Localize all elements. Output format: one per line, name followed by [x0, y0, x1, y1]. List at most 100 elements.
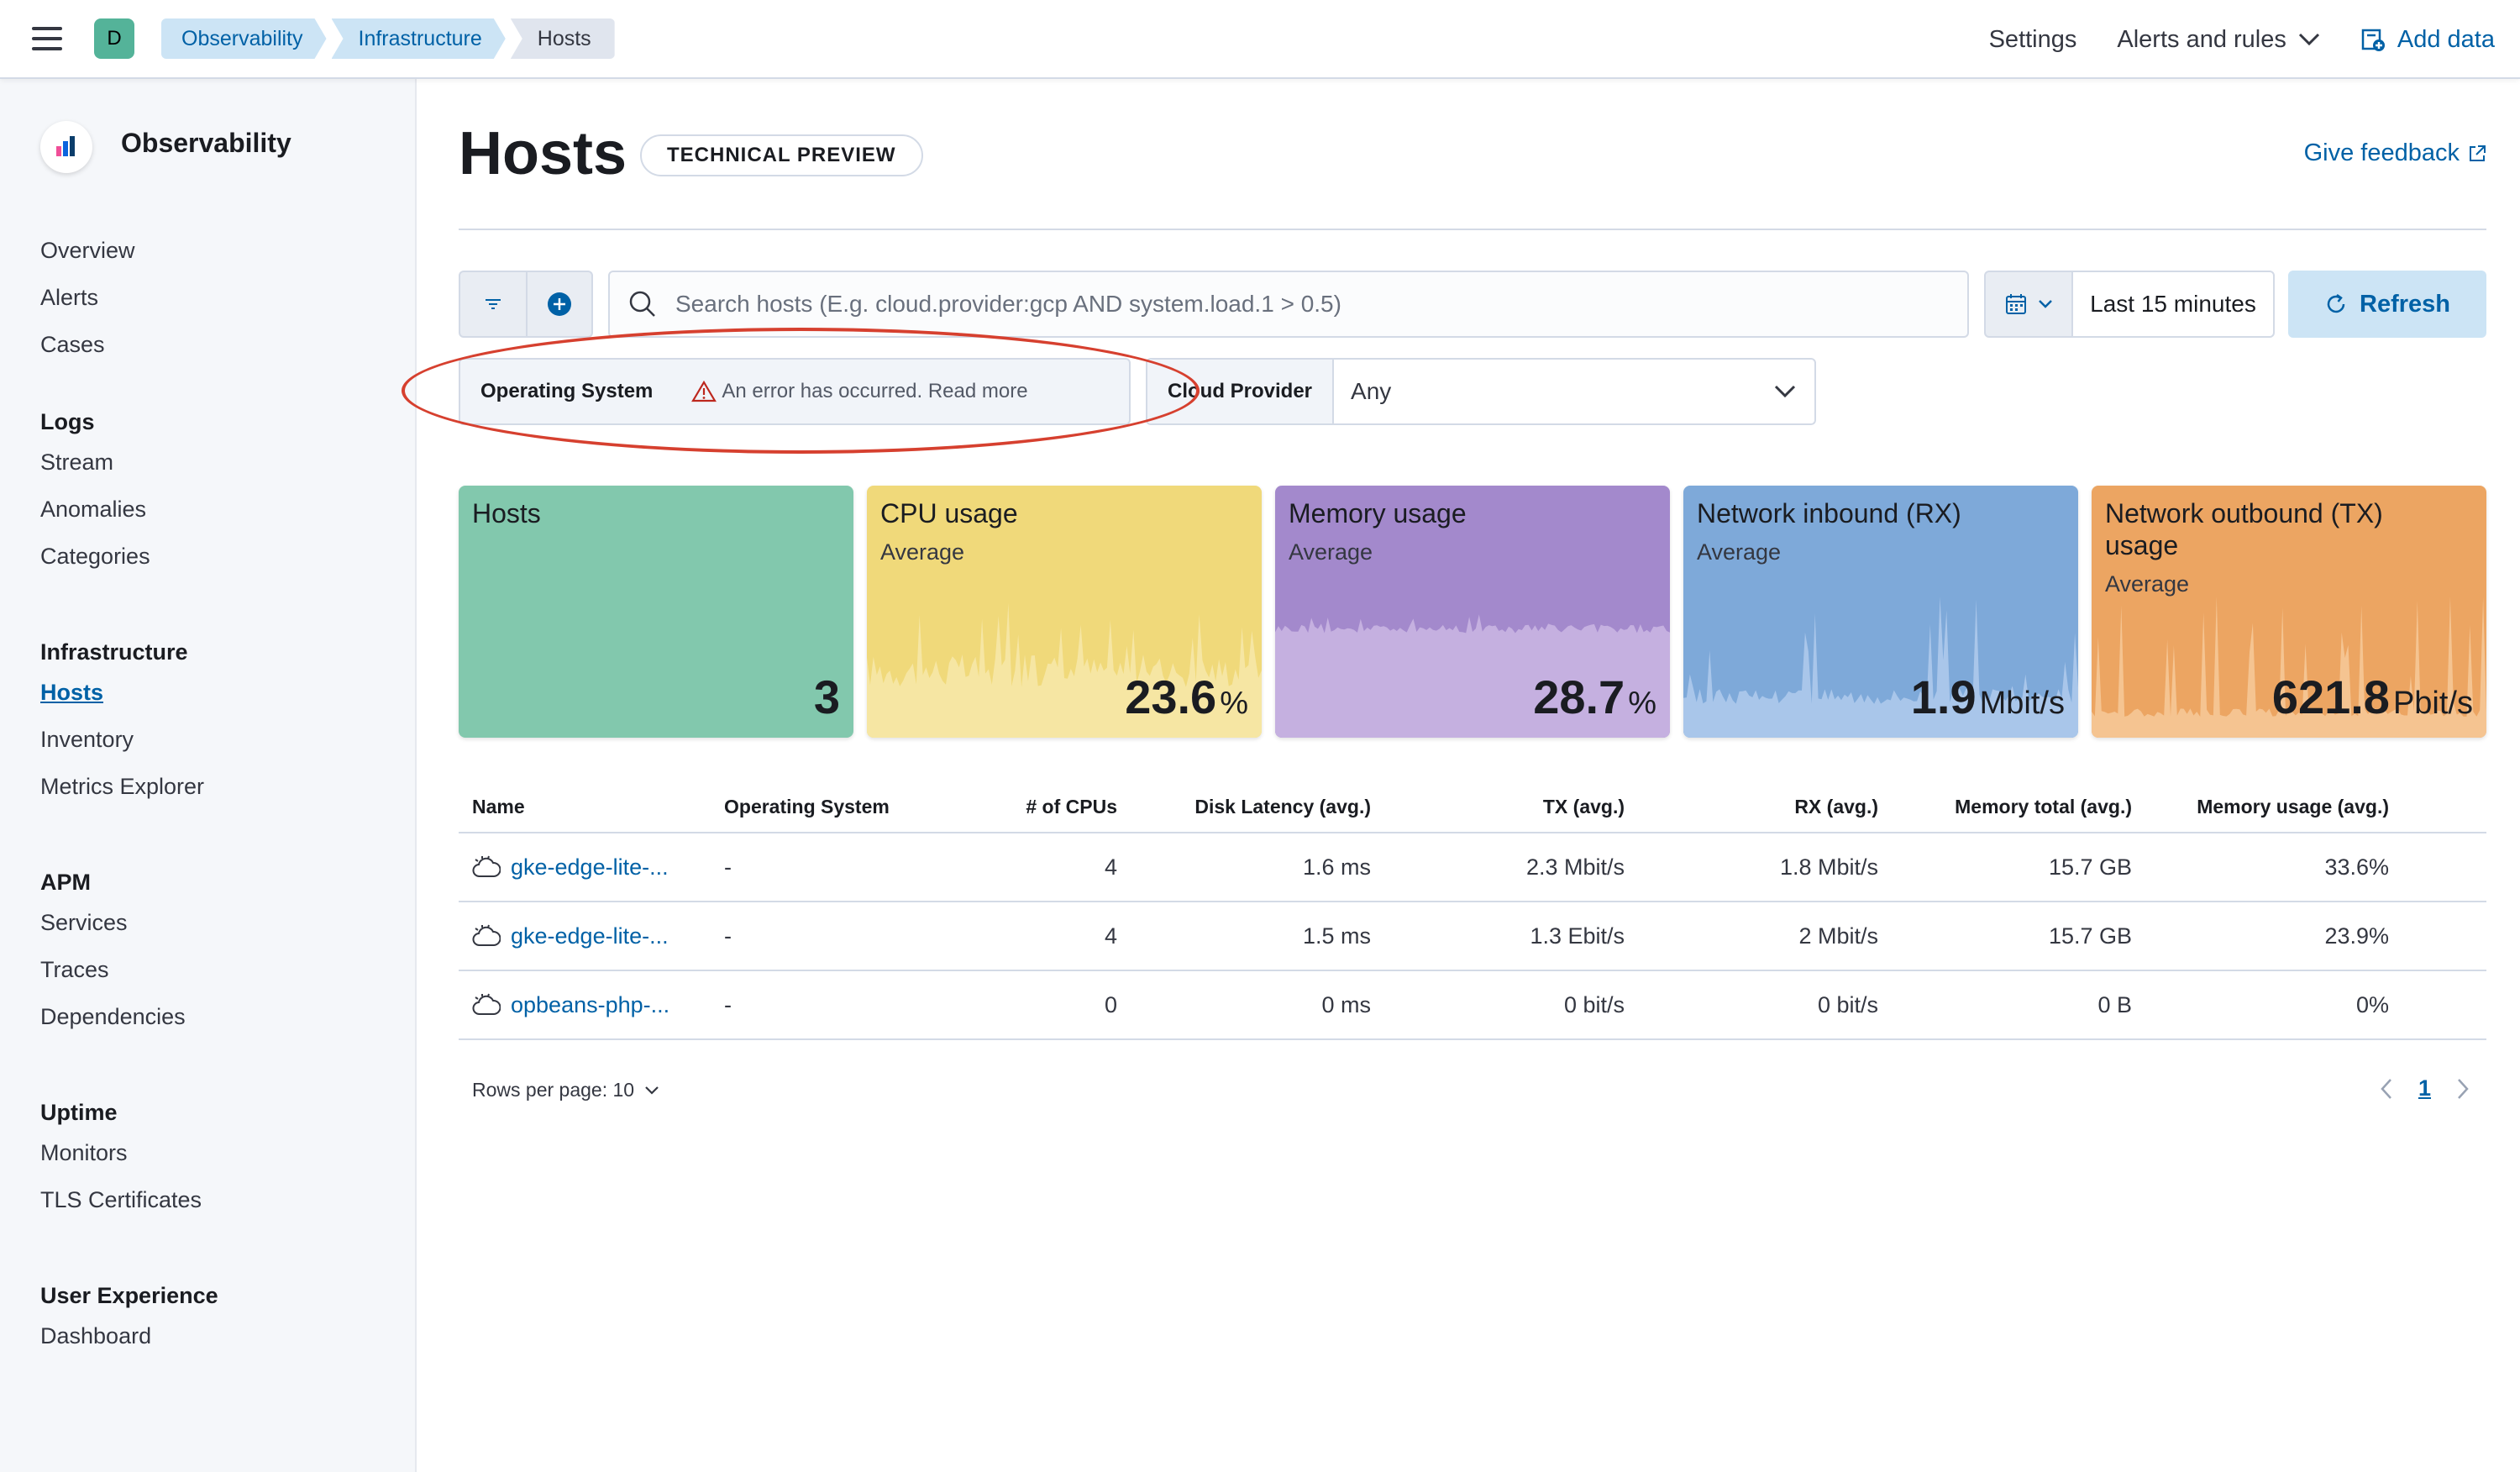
query-actions [459, 271, 593, 338]
breadcrumb-infrastructure[interactable]: Infrastructure [332, 18, 506, 59]
kpi-number: 621.8 [2271, 670, 2390, 723]
operating-system-control[interactable]: Operating System An error has occurred. … [459, 358, 1131, 425]
column-cpus[interactable]: # of CPUs [1026, 795, 1117, 817]
sidebar-group-logs: Logs Stream Anomalies Categories [40, 405, 150, 580]
chevron-left-icon[interactable] [2380, 1078, 2393, 1100]
kpi-network-inbound: Network inbound (RX) Average 1.9 Mbit/s [1683, 486, 2078, 738]
add-data-icon [2361, 29, 2385, 51]
table-header: Name Operating System # of CPUs Disk Lat… [459, 781, 2486, 833]
sidebar-item-alerts[interactable]: Alerts [40, 285, 99, 310]
refresh-button[interactable]: Refresh [2288, 271, 2486, 338]
sidebar-item-dashboard[interactable]: Dashboard [40, 1323, 152, 1348]
observability-logo-icon [40, 121, 92, 173]
column-operating-system[interactable]: Operating System [724, 795, 890, 817]
title-divider [459, 229, 2486, 230]
operating-system-label: Operating System [480, 380, 654, 402]
add-filter-button[interactable] [526, 272, 591, 336]
cpu-sparkline [867, 602, 1262, 738]
rows-per-page-label: Rows per page: 10 [472, 1079, 635, 1101]
kpi-value: 621.8 Pbit/s [2272, 670, 2473, 724]
sidebar-item-tls-certificates[interactable]: TLS Certificates [40, 1187, 202, 1212]
sidebar-item-hosts[interactable]: Hosts [40, 680, 104, 705]
menu-icon[interactable] [32, 27, 62, 52]
column-tx[interactable]: TX (avg.) [1542, 795, 1625, 817]
table-row: gke-edge-lite-... - 4 1.6 ms 2.3 Mbit/s … [459, 833, 2486, 902]
table-cell: 0% [2355, 991, 2389, 1017]
host-link[interactable]: gke-edge-lite-... [511, 854, 669, 880]
kpi-unit: % [1628, 686, 1656, 721]
rows-per-page-selector[interactable]: Rows per page: 10 [472, 1079, 659, 1101]
filter-menu-button[interactable] [460, 272, 526, 336]
search-box [608, 271, 1969, 338]
warning-icon [691, 380, 717, 402]
column-disk-latency[interactable]: Disk Latency (avg.) [1194, 795, 1371, 817]
kpi-subtitle: Average [2105, 571, 2190, 597]
table-cell: 33.6% [2324, 854, 2389, 880]
table-cell: 4 [1104, 923, 1117, 949]
kpi-title: Network outbound (TX) usage [2105, 498, 2383, 560]
cloud-icon [472, 924, 501, 946]
date-picker-button[interactable] [1984, 271, 2073, 338]
give-feedback-link[interactable]: Give feedback [2304, 139, 2486, 167]
sidebar-group-user-experience: User Experience Dashboard [40, 1279, 218, 1359]
header-actions: Settings Alerts and rules Add data [1989, 0, 2495, 79]
table-cell: 15.7 GB [2048, 854, 2132, 880]
kpi-unit: Pbit/s [2392, 686, 2473, 721]
sidebar-item-cases[interactable]: Cases [40, 332, 105, 357]
kpi-title: CPU usage [880, 498, 1018, 528]
sidebar-item-categories[interactable]: Categories [40, 544, 150, 569]
sidebar-group-apm: APM Services Traces Dependencies [40, 865, 186, 1040]
page-number[interactable]: 1 [2418, 1075, 2431, 1101]
pagination: 1 [2380, 1075, 2470, 1101]
table-cell: 1.5 ms [1302, 923, 1371, 949]
sidebar-item-metrics-explorer[interactable]: Metrics Explorer [40, 774, 205, 799]
alerts-rules-label: Alerts and rules [2117, 25, 2286, 53]
kpi-number: 3 [813, 670, 840, 723]
search-input[interactable] [675, 291, 1935, 318]
column-memory-total[interactable]: Memory total (avg.) [1955, 795, 2132, 817]
sidebar-item-anomalies[interactable]: Anomalies [40, 497, 147, 522]
add-data-link[interactable]: Add data [2360, 26, 2495, 54]
column-name[interactable]: Name [472, 795, 525, 817]
kpi-unit: Mbit/s [1979, 686, 2065, 721]
space-avatar[interactable]: D [94, 18, 134, 59]
settings-link[interactable]: Settings [1989, 26, 2077, 54]
table-cell: 1.6 ms [1302, 854, 1371, 880]
cloud-icon [472, 855, 501, 877]
plus-circle-icon [548, 292, 571, 316]
sidebar-item-services[interactable]: Services [40, 910, 128, 935]
date-range-display[interactable]: Last 15 minutes [2071, 271, 2275, 338]
sidebar-item-traces[interactable]: Traces [40, 957, 109, 982]
sidebar-heading-user-experience: User Experience [40, 1283, 218, 1308]
host-name-cell: gke-edge-lite-... [459, 854, 711, 881]
add-data-label: Add data [2397, 25, 2495, 53]
kpi-value: 3 [814, 670, 840, 724]
page-title: Hosts [459, 120, 627, 187]
table-row: opbeans-php-... - 0 0 ms 0 bit/s 0 bit/s… [459, 971, 2486, 1040]
sidebar-item-dependencies[interactable]: Dependencies [40, 1004, 186, 1029]
sidebar-item-inventory[interactable]: Inventory [40, 727, 134, 752]
cloud-icon [472, 993, 501, 1015]
chevron-right-icon[interactable] [2456, 1078, 2470, 1100]
search-icon [629, 291, 655, 317]
memory-sparkline [1275, 614, 1670, 738]
kpi-cpu-usage: CPU usage Average 23.6% [867, 486, 1262, 738]
host-link[interactable]: opbeans-php-... [511, 991, 670, 1017]
sidebar-group-uptime: Uptime Monitors TLS Certificates [40, 1096, 202, 1223]
sidebar-item-overview[interactable]: Overview [40, 238, 135, 263]
host-name-cell: opbeans-php-... [459, 992, 711, 1018]
alerts-rules-menu[interactable]: Alerts and rules [2117, 26, 2320, 54]
column-memory-usage[interactable]: Memory usage (avg.) [2197, 795, 2389, 817]
column-rx[interactable]: RX (avg.) [1794, 795, 1878, 817]
cloud-provider-value: Any [1351, 378, 1392, 404]
host-link[interactable]: gke-edge-lite-... [511, 923, 669, 949]
breadcrumb-observability[interactable]: Observability [161, 18, 327, 59]
sidebar-heading-infrastructure: Infrastructure [40, 639, 188, 665]
sidebar-item-monitors[interactable]: Monitors [40, 1140, 128, 1165]
refresh-icon [2327, 293, 2345, 313]
kpi-value: 28.7% [1533, 670, 1656, 724]
table-cell: - [724, 991, 732, 1017]
sidebar-item-stream[interactable]: Stream [40, 449, 114, 475]
cloud-provider-control[interactable]: Cloud Provider Any [1146, 358, 1816, 425]
error-message[interactable]: An error has occurred. Read more [691, 380, 1028, 403]
